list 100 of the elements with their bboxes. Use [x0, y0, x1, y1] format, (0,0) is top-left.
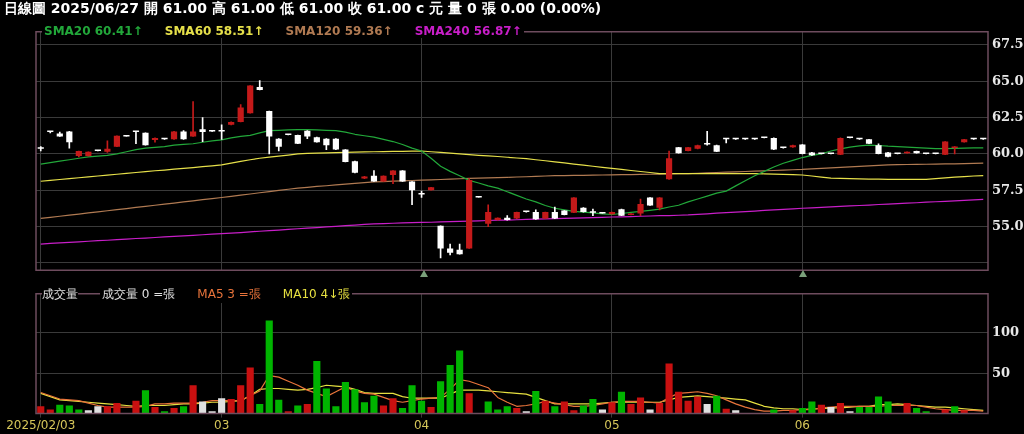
bar	[103, 406, 111, 414]
candlestick	[646, 197, 654, 206]
bar	[808, 401, 816, 414]
bar	[256, 403, 264, 414]
bar	[532, 390, 540, 414]
bar	[960, 410, 968, 414]
bar	[84, 410, 92, 414]
bar	[465, 393, 473, 414]
candlestick	[970, 137, 977, 140]
bar	[846, 411, 854, 414]
bar	[360, 402, 369, 414]
bar	[789, 410, 797, 414]
candlestick	[770, 137, 777, 150]
chart-title: 成交量	[42, 286, 78, 303]
candlestick	[903, 151, 911, 154]
bar	[189, 385, 197, 414]
bar	[551, 406, 559, 414]
bar	[627, 403, 635, 414]
bar	[199, 401, 207, 414]
bar	[836, 403, 845, 414]
bar	[484, 401, 492, 414]
text: MA10 4↓張	[280, 286, 353, 303]
candlestick	[427, 187, 435, 191]
candlestick	[332, 138, 339, 150]
bar	[303, 403, 311, 414]
bar	[141, 390, 150, 414]
bar	[903, 403, 911, 414]
bar	[541, 400, 549, 414]
bar	[655, 403, 664, 414]
bar	[874, 396, 883, 414]
bar	[503, 406, 511, 414]
candlestick	[980, 137, 987, 140]
candlestick	[247, 85, 254, 114]
bar	[732, 410, 740, 414]
y-tick-label: 65.0	[992, 72, 1024, 88]
candlestick	[961, 139, 968, 143]
x-tick-label: 06	[794, 417, 810, 432]
bar	[608, 402, 616, 414]
bar	[265, 320, 273, 414]
bar	[694, 396, 702, 414]
text: SMA20 60.41↑	[42, 24, 145, 38]
candlestick	[732, 137, 739, 140]
bar	[113, 403, 121, 414]
bar	[94, 406, 102, 414]
x-tick-label: 03	[214, 417, 230, 432]
bar	[332, 406, 340, 414]
bar	[675, 391, 683, 414]
bar	[417, 400, 426, 414]
bar	[636, 397, 645, 414]
y-tick-label: 60.0	[992, 145, 1024, 161]
candlestick	[209, 129, 216, 132]
bar	[170, 407, 178, 414]
y-tick-label: 57.5	[992, 181, 1024, 197]
text: SMA240 56.87↑	[412, 24, 524, 38]
x-tick-label: 04	[413, 417, 430, 432]
candlestick	[942, 141, 949, 155]
x-tick-label: 05	[604, 417, 620, 432]
bar	[351, 389, 359, 414]
candlestick	[856, 137, 863, 140]
bar	[617, 391, 626, 414]
bar	[437, 381, 445, 414]
bar	[570, 410, 578, 414]
candlestick	[170, 131, 178, 140]
y-tick-label: 62.5	[992, 108, 1024, 124]
candlestick	[113, 135, 121, 147]
bar	[151, 407, 159, 414]
bar	[408, 385, 416, 414]
bar	[589, 399, 597, 414]
text: 成交量 0 =張	[100, 286, 178, 303]
candlestick	[742, 137, 749, 140]
bar	[713, 395, 721, 414]
bar	[389, 398, 397, 414]
bar	[446, 365, 454, 414]
chart-title: 日線圖 2025/06/27 開 61.00 高 61.00 低 61.00 收 61.00 c 元 量 0 張 0.00 (0.00%)	[4, 0, 602, 18]
text: MA5 3 =張	[195, 286, 263, 303]
bar	[855, 407, 864, 414]
bar	[246, 367, 254, 414]
candlestick	[123, 134, 130, 137]
y-tick-label: 55.0	[992, 217, 1024, 233]
bar	[37, 406, 45, 414]
bar	[275, 399, 283, 414]
bar	[684, 400, 692, 414]
bar	[665, 363, 673, 414]
bar	[703, 403, 711, 414]
bar	[322, 388, 330, 414]
bar	[341, 382, 349, 414]
candlestick	[161, 137, 168, 140]
text: SMA120 59.36↑	[283, 24, 395, 38]
bar	[865, 407, 873, 414]
bar	[237, 385, 245, 414]
x-tick-label: 2025/02/03	[6, 417, 76, 432]
y-tick-label: 50	[992, 364, 1011, 380]
candlestick	[808, 152, 815, 156]
bar	[227, 399, 235, 414]
bar	[427, 407, 435, 414]
bar	[218, 398, 226, 414]
bar	[313, 360, 321, 414]
text: SMA60 58.51↑	[162, 24, 266, 38]
candlestick	[751, 137, 758, 140]
bar	[132, 400, 140, 414]
